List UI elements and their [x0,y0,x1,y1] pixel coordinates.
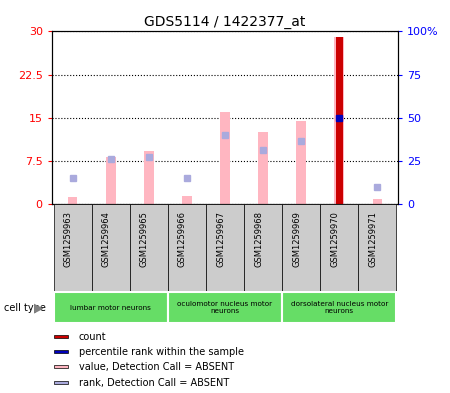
Bar [336,37,342,204]
Text: GSM1259965: GSM1259965 [140,211,149,267]
Text: GSM1259971: GSM1259971 [368,211,377,267]
Text: GSM1259967: GSM1259967 [216,211,225,267]
Bar [54,204,92,291]
Title: GDS5114 / 1422377_at: GDS5114 / 1422377_at [144,15,306,29]
Bar [54,335,68,338]
Text: GSM1259970: GSM1259970 [330,211,339,267]
Bar [358,204,396,291]
Bar [220,112,230,204]
Bar [168,204,206,291]
Bar [144,151,153,204]
Bar [258,132,268,204]
Bar [282,292,396,323]
Bar [54,292,168,323]
Text: cell type: cell type [4,303,46,312]
Text: GSM1259963: GSM1259963 [64,211,73,267]
Bar [130,204,168,291]
Text: dorsolateral nucleus motor
neurons: dorsolateral nucleus motor neurons [291,301,388,314]
Text: GSM1259966: GSM1259966 [178,211,187,267]
Bar [68,197,77,204]
Bar [106,157,116,204]
Bar [182,196,192,204]
Bar [92,204,130,291]
Bar [320,204,358,291]
Bar [54,350,68,353]
Text: value, Detection Call = ABSENT: value, Detection Call = ABSENT [79,362,234,372]
Text: oculomotor nucleus motor
neurons: oculomotor nucleus motor neurons [177,301,273,314]
Text: percentile rank within the sample: percentile rank within the sample [79,347,244,357]
Bar [206,204,244,291]
Bar [334,37,344,204]
Text: rank, Detection Call = ABSENT: rank, Detection Call = ABSENT [79,378,229,387]
Text: ▶: ▶ [34,301,43,314]
Text: count: count [79,332,106,342]
Text: GSM1259964: GSM1259964 [102,211,111,267]
Text: GSM1259968: GSM1259968 [254,211,263,267]
Text: GSM1259969: GSM1259969 [292,211,301,267]
Bar [54,381,68,384]
Bar [297,121,306,204]
Bar [54,365,68,368]
Bar [373,198,382,204]
Bar [168,292,282,323]
Text: lumbar motor neurons: lumbar motor neurons [70,305,151,310]
Bar [282,204,320,291]
Bar [244,204,282,291]
